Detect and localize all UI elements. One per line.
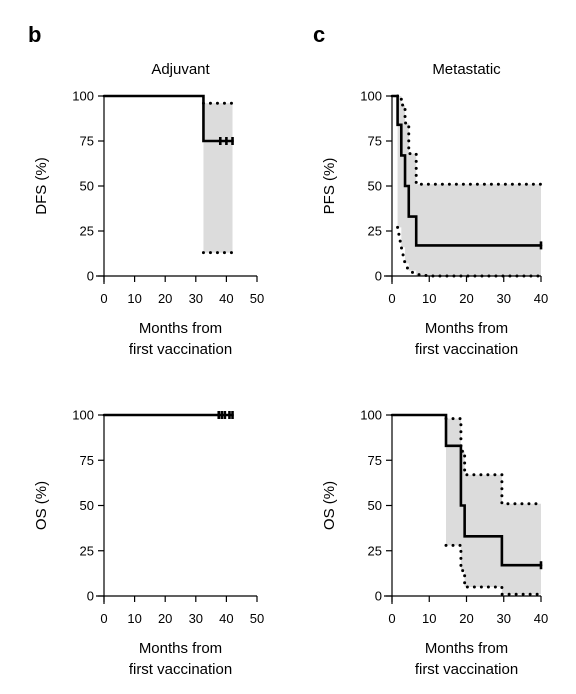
metastatic-pfs-chart: 0 25 50 75 100 0 10 20 30 40 Metastatic Months from… [321,61,548,358]
metastatic-os-y-tick-label: 0 [375,589,382,604]
metastatic-pfs-ci-band [397,96,541,276]
adjuvant-dfs-x-label: Months from [139,320,222,337]
adjuvant-dfs-x-tick-label: 40 [219,291,233,306]
adjuvant-os-x-tick-label: 0 [100,611,107,626]
metastatic-pfs-x-tick-label: 40 [534,291,548,306]
adjuvant-dfs-y-tick-label: 75 [80,134,94,149]
adjuvant-os-x-tick-label: 30 [189,611,203,626]
metastatic-os-y-tick-label: 50 [368,498,382,513]
adjuvant-dfs-y-tick-label: 25 [80,224,94,239]
metastatic-os-y-tick-label: 75 [368,453,382,468]
adjuvant-os-y-tick-label: 75 [80,453,94,468]
adjuvant-os-chart: 0 25 50 75 100 0 10 20 30 40 50 Months from first va… [33,408,264,679]
metastatic-os-estimate-line [390,413,543,567]
metastatic-os-y-label: OS (%) [321,481,338,530]
adjuvant-os-x-tick-label: 50 [250,611,264,626]
adjuvant-dfs-x-tick-label: 10 [127,291,141,306]
metastatic-pfs-x-tick-label: 10 [422,291,436,306]
panel-letter-b: b [28,22,41,47]
metastatic-pfs-y-tick-label: 100 [360,89,382,104]
adjuvant-os-y-tick-label: 50 [80,498,94,513]
metastatic-os-chart: 0 25 50 75 100 0 10 20 30 40 Months from first vacc… [321,408,548,679]
adjuvant-dfs-x-tick-label: 30 [189,291,203,306]
metastatic-os-y-tick-label: 25 [368,543,382,558]
adjuvant-os-y-tick-label: 25 [80,543,94,558]
adjuvant-dfs-x-tick-label: 50 [250,291,264,306]
adjuvant-os-x-tick-label: 40 [219,611,233,626]
adjuvant-os-y-label: OS (%) [33,481,50,530]
metastatic-pfs-title: Metastatic [432,61,501,78]
metastatic-os-x-tick-label: 40 [534,611,548,626]
adjuvant-os-x-tick-label: 10 [127,611,141,626]
adjuvant-dfs-y-label: DFS (%) [33,157,50,215]
adjuvant-os-y-tick-label: 100 [72,408,94,423]
metastatic-pfs-y-tick-label: 0 [375,269,382,284]
adjuvant-dfs-y-tick-label: 50 [80,179,94,194]
adjuvant-dfs-y-tick-label: 0 [87,269,94,284]
adjuvant-os-x-label: Months from [139,640,222,657]
metastatic-pfs-ci-upper-line [396,94,543,186]
metastatic-os-y-tick-label: 100 [360,408,382,423]
adjuvant-dfs-chart: 0 25 50 75 100 0 10 20 30 40 50 Adjuvant Months from… [33,61,264,358]
adjuvant-dfs-x-label: first vaccination [129,341,232,358]
metastatic-os-ci-upper-line [444,417,543,506]
adjuvant-os-y-tick-label: 0 [87,589,94,604]
metastatic-pfs-y-tick-label: 50 [368,179,382,194]
metastatic-os-x-tick-label: 30 [497,611,511,626]
metastatic-pfs-ci-lower-line [396,225,543,278]
metastatic-os-ci-band [446,418,541,595]
metastatic-pfs-x-label: first vaccination [415,341,518,358]
adjuvant-dfs-ci-band [203,103,233,253]
metastatic-os-ci-lower-line [444,543,543,596]
metastatic-pfs-estimate-line [390,94,543,247]
adjuvant-dfs-y-tick-label: 100 [72,89,94,104]
metastatic-pfs-y-tick-label: 75 [368,134,382,149]
adjuvant-dfs-x-tick-label: 0 [100,291,107,306]
metastatic-os-x-label: first vaccination [415,661,518,678]
adjuvant-dfs-estimate-line [102,94,234,143]
metastatic-os-x-label: Months from [425,640,508,657]
metastatic-pfs-x-tick-label: 20 [459,291,473,306]
adjuvant-dfs-title: Adjuvant [151,61,210,78]
metastatic-pfs-x-label: Months from [425,320,508,337]
metastatic-pfs-x-tick-label: 30 [497,291,511,306]
metastatic-pfs-y-label: PFS (%) [321,158,338,215]
metastatic-pfs-y-tick-label: 25 [368,224,382,239]
adjuvant-os-x-tick-label: 20 [158,611,172,626]
metastatic-os-x-tick-label: 0 [388,611,395,626]
panel-letter-c: c [313,22,325,47]
adjuvant-os-x-label: first vaccination [129,661,232,678]
adjuvant-dfs-x-tick-label: 20 [158,291,172,306]
metastatic-os-x-tick-label: 10 [422,611,436,626]
metastatic-os-x-tick-label: 20 [459,611,473,626]
metastatic-pfs-x-tick-label: 0 [388,291,395,306]
